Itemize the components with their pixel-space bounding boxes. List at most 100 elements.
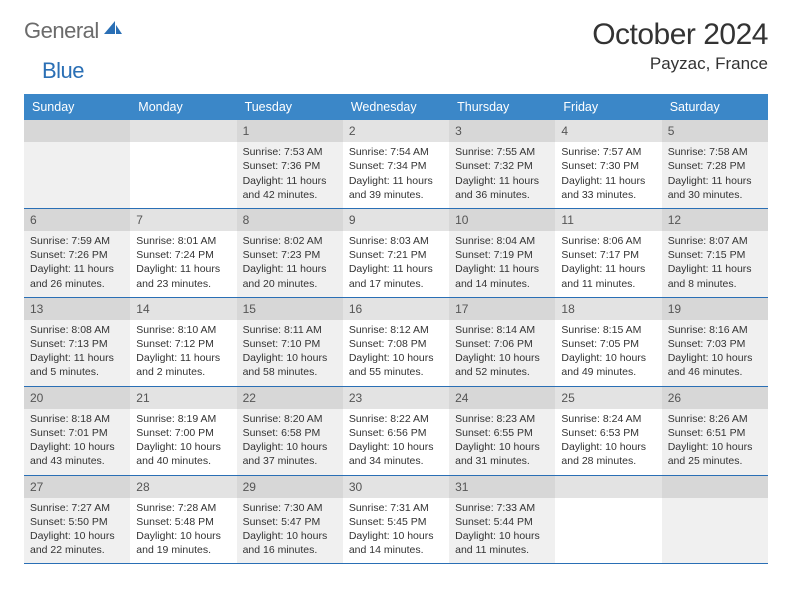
sunset-text: Sunset: 7:24 PM bbox=[136, 248, 230, 262]
day-header-cell: Saturday bbox=[662, 94, 768, 120]
day-cell: 29Sunrise: 7:30 AMSunset: 5:47 PMDayligh… bbox=[237, 476, 343, 564]
day-body: Sunrise: 8:10 AMSunset: 7:12 PMDaylight:… bbox=[130, 320, 236, 386]
daylight-text: Daylight: 11 hours and 8 minutes. bbox=[668, 262, 762, 290]
day-body: Sunrise: 7:28 AMSunset: 5:48 PMDaylight:… bbox=[130, 498, 236, 564]
day-body: Sunrise: 7:31 AMSunset: 5:45 PMDaylight:… bbox=[343, 498, 449, 564]
day-body: Sunrise: 7:59 AMSunset: 7:26 PMDaylight:… bbox=[24, 231, 130, 297]
day-body: Sunrise: 8:11 AMSunset: 7:10 PMDaylight:… bbox=[237, 320, 343, 386]
day-number: 3 bbox=[449, 120, 555, 142]
day-body: Sunrise: 7:55 AMSunset: 7:32 PMDaylight:… bbox=[449, 142, 555, 208]
day-body: Sunrise: 8:20 AMSunset: 6:58 PMDaylight:… bbox=[237, 409, 343, 475]
day-cell bbox=[555, 476, 661, 564]
day-number: 25 bbox=[555, 387, 661, 409]
sunrise-text: Sunrise: 7:55 AM bbox=[455, 145, 549, 159]
weeks-container: 1Sunrise: 7:53 AMSunset: 7:36 PMDaylight… bbox=[24, 120, 768, 564]
day-cell: 28Sunrise: 7:28 AMSunset: 5:48 PMDayligh… bbox=[130, 476, 236, 564]
day-number: 4 bbox=[555, 120, 661, 142]
day-body: Sunrise: 8:12 AMSunset: 7:08 PMDaylight:… bbox=[343, 320, 449, 386]
day-cell: 26Sunrise: 8:26 AMSunset: 6:51 PMDayligh… bbox=[662, 387, 768, 475]
sunset-text: Sunset: 7:01 PM bbox=[30, 426, 124, 440]
day-number: 15 bbox=[237, 298, 343, 320]
day-cell: 17Sunrise: 8:14 AMSunset: 7:06 PMDayligh… bbox=[449, 298, 555, 386]
week-row: 13Sunrise: 8:08 AMSunset: 7:13 PMDayligh… bbox=[24, 298, 768, 387]
day-header-cell: Friday bbox=[555, 94, 661, 120]
sunrise-text: Sunrise: 8:16 AM bbox=[668, 323, 762, 337]
day-number: 5 bbox=[662, 120, 768, 142]
sunrise-text: Sunrise: 7:57 AM bbox=[561, 145, 655, 159]
sunrise-text: Sunrise: 7:33 AM bbox=[455, 501, 549, 515]
day-cell: 2Sunrise: 7:54 AMSunset: 7:34 PMDaylight… bbox=[343, 120, 449, 208]
day-body: Sunrise: 8:15 AMSunset: 7:05 PMDaylight:… bbox=[555, 320, 661, 386]
day-body: Sunrise: 8:22 AMSunset: 6:56 PMDaylight:… bbox=[343, 409, 449, 475]
day-cell: 18Sunrise: 8:15 AMSunset: 7:05 PMDayligh… bbox=[555, 298, 661, 386]
sunrise-text: Sunrise: 8:18 AM bbox=[30, 412, 124, 426]
sunset-text: Sunset: 7:30 PM bbox=[561, 159, 655, 173]
day-number: 23 bbox=[343, 387, 449, 409]
day-cell: 4Sunrise: 7:57 AMSunset: 7:30 PMDaylight… bbox=[555, 120, 661, 208]
sunset-text: Sunset: 7:19 PM bbox=[455, 248, 549, 262]
day-body bbox=[24, 142, 130, 198]
day-cell: 24Sunrise: 8:23 AMSunset: 6:55 PMDayligh… bbox=[449, 387, 555, 475]
day-cell: 16Sunrise: 8:12 AMSunset: 7:08 PMDayligh… bbox=[343, 298, 449, 386]
sunrise-text: Sunrise: 7:54 AM bbox=[349, 145, 443, 159]
day-number: 12 bbox=[662, 209, 768, 231]
sunset-text: Sunset: 5:44 PM bbox=[455, 515, 549, 529]
sunrise-text: Sunrise: 8:22 AM bbox=[349, 412, 443, 426]
day-number: 17 bbox=[449, 298, 555, 320]
day-body: Sunrise: 8:23 AMSunset: 6:55 PMDaylight:… bbox=[449, 409, 555, 475]
day-number: 21 bbox=[130, 387, 236, 409]
logo-text-2: Blue bbox=[42, 58, 84, 84]
day-body: Sunrise: 7:33 AMSunset: 5:44 PMDaylight:… bbox=[449, 498, 555, 564]
sunrise-text: Sunrise: 8:03 AM bbox=[349, 234, 443, 248]
day-body: Sunrise: 8:24 AMSunset: 6:53 PMDaylight:… bbox=[555, 409, 661, 475]
day-body: Sunrise: 7:27 AMSunset: 5:50 PMDaylight:… bbox=[24, 498, 130, 564]
title-block: October 2024 Payzac, France bbox=[592, 18, 768, 74]
day-number: 6 bbox=[24, 209, 130, 231]
daylight-text: Daylight: 11 hours and 17 minutes. bbox=[349, 262, 443, 290]
day-body: Sunrise: 8:03 AMSunset: 7:21 PMDaylight:… bbox=[343, 231, 449, 297]
day-number: 14 bbox=[130, 298, 236, 320]
day-cell: 15Sunrise: 8:11 AMSunset: 7:10 PMDayligh… bbox=[237, 298, 343, 386]
day-cell: 13Sunrise: 8:08 AMSunset: 7:13 PMDayligh… bbox=[24, 298, 130, 386]
daylight-text: Daylight: 10 hours and 25 minutes. bbox=[668, 440, 762, 468]
sunrise-text: Sunrise: 8:10 AM bbox=[136, 323, 230, 337]
day-number: 2 bbox=[343, 120, 449, 142]
daylight-text: Daylight: 10 hours and 14 minutes. bbox=[349, 529, 443, 557]
sunset-text: Sunset: 7:03 PM bbox=[668, 337, 762, 351]
daylight-text: Daylight: 10 hours and 28 minutes. bbox=[561, 440, 655, 468]
sunrise-text: Sunrise: 7:27 AM bbox=[30, 501, 124, 515]
daylight-text: Daylight: 11 hours and 11 minutes. bbox=[561, 262, 655, 290]
sunset-text: Sunset: 7:15 PM bbox=[668, 248, 762, 262]
day-cell: 27Sunrise: 7:27 AMSunset: 5:50 PMDayligh… bbox=[24, 476, 130, 564]
daylight-text: Daylight: 11 hours and 23 minutes. bbox=[136, 262, 230, 290]
day-body: Sunrise: 8:19 AMSunset: 7:00 PMDaylight:… bbox=[130, 409, 236, 475]
sunset-text: Sunset: 6:55 PM bbox=[455, 426, 549, 440]
day-cell: 23Sunrise: 8:22 AMSunset: 6:56 PMDayligh… bbox=[343, 387, 449, 475]
sunrise-text: Sunrise: 8:07 AM bbox=[668, 234, 762, 248]
daylight-text: Daylight: 10 hours and 40 minutes. bbox=[136, 440, 230, 468]
day-number: 26 bbox=[662, 387, 768, 409]
sunset-text: Sunset: 7:36 PM bbox=[243, 159, 337, 173]
day-body: Sunrise: 7:54 AMSunset: 7:34 PMDaylight:… bbox=[343, 142, 449, 208]
week-row: 1Sunrise: 7:53 AMSunset: 7:36 PMDaylight… bbox=[24, 120, 768, 209]
sunset-text: Sunset: 7:34 PM bbox=[349, 159, 443, 173]
daylight-text: Daylight: 11 hours and 30 minutes. bbox=[668, 174, 762, 202]
day-number: 10 bbox=[449, 209, 555, 231]
sunset-text: Sunset: 7:28 PM bbox=[668, 159, 762, 173]
day-number: 19 bbox=[662, 298, 768, 320]
day-cell: 1Sunrise: 7:53 AMSunset: 7:36 PMDaylight… bbox=[237, 120, 343, 208]
daylight-text: Daylight: 10 hours and 52 minutes. bbox=[455, 351, 549, 379]
daylight-text: Daylight: 10 hours and 58 minutes. bbox=[243, 351, 337, 379]
day-header-cell: Sunday bbox=[24, 94, 130, 120]
day-cell bbox=[130, 120, 236, 208]
logo: General bbox=[24, 18, 125, 44]
day-number: 20 bbox=[24, 387, 130, 409]
week-row: 27Sunrise: 7:27 AMSunset: 5:50 PMDayligh… bbox=[24, 476, 768, 565]
sunrise-text: Sunrise: 8:12 AM bbox=[349, 323, 443, 337]
sunset-text: Sunset: 7:12 PM bbox=[136, 337, 230, 351]
sunrise-text: Sunrise: 7:59 AM bbox=[30, 234, 124, 248]
daylight-text: Daylight: 10 hours and 19 minutes. bbox=[136, 529, 230, 557]
day-number: 9 bbox=[343, 209, 449, 231]
sunset-text: Sunset: 5:50 PM bbox=[30, 515, 124, 529]
logo-text-1: General bbox=[24, 18, 99, 44]
